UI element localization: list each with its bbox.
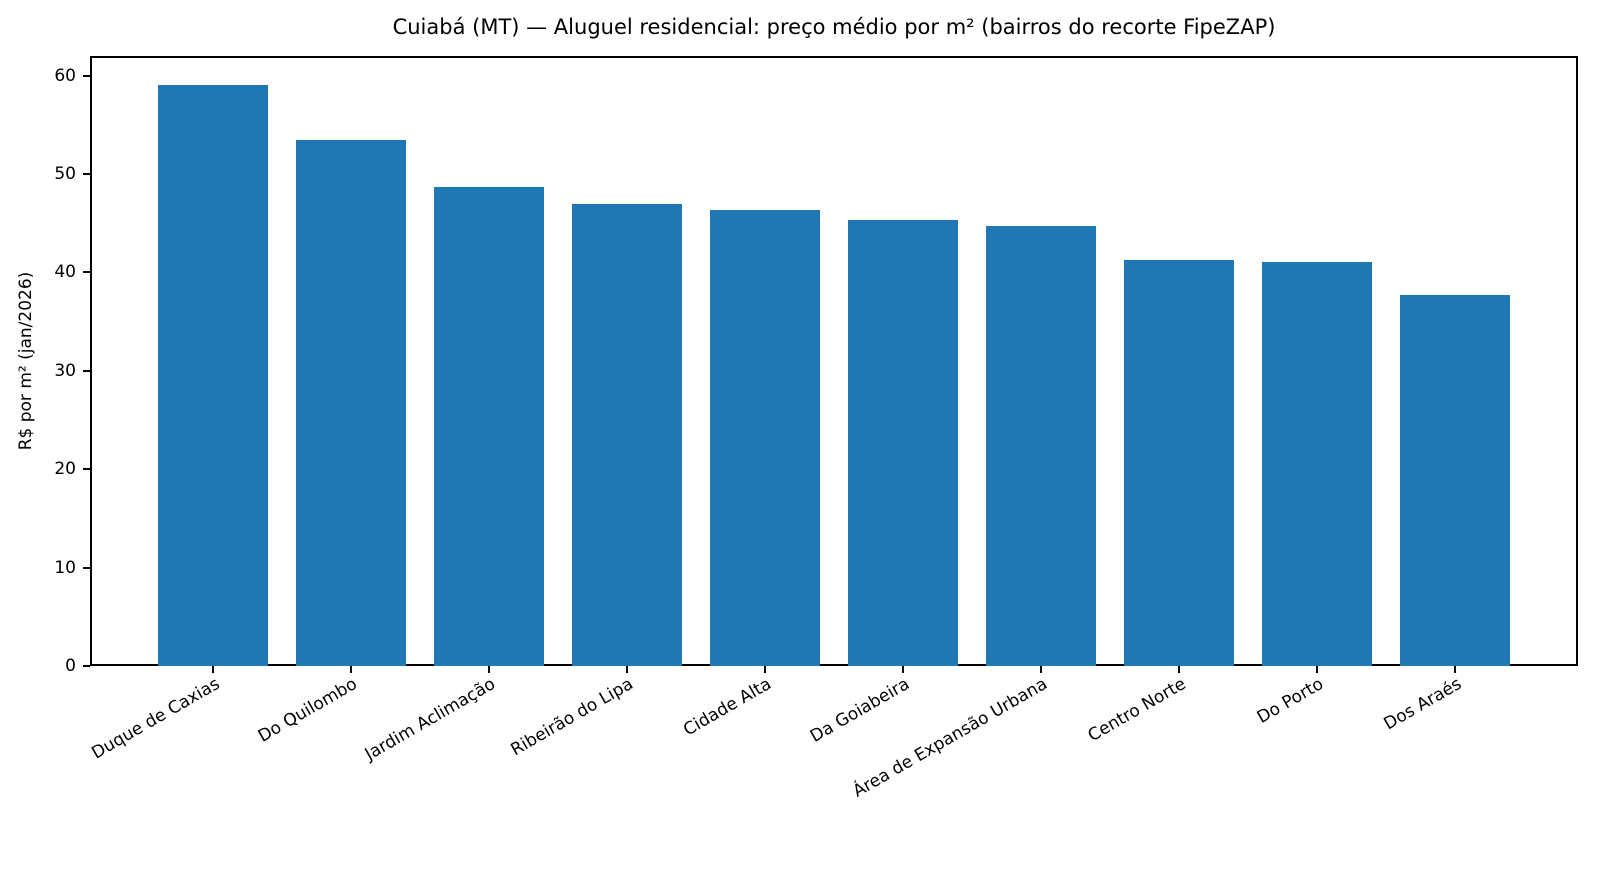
y-tick-label: 30 xyxy=(54,360,76,381)
y-tick-mark xyxy=(83,74,90,77)
bar xyxy=(1123,259,1235,666)
bar xyxy=(985,226,1097,666)
y-tick-mark xyxy=(83,566,90,569)
x-tick-mark xyxy=(625,666,628,673)
y-tick-mark xyxy=(83,665,90,667)
x-tick-label: Da Goiabeira xyxy=(806,674,914,747)
x-tick-label: Jardim Aclimação xyxy=(361,674,499,765)
bar xyxy=(1261,261,1373,666)
x-tick-mark xyxy=(349,666,352,673)
bar xyxy=(433,186,545,666)
x-tick-mark xyxy=(1454,666,1457,673)
bar xyxy=(709,210,821,666)
y-tick-label: 50 xyxy=(54,164,76,185)
chart-title: Cuiabá (MT) — Aluguel residencial: preço… xyxy=(392,15,1276,39)
x-tick-mark xyxy=(1040,666,1043,673)
x-tick-label: Dos Araés xyxy=(1380,674,1466,735)
x-tick-mark xyxy=(902,666,905,673)
y-tick-mark xyxy=(83,271,90,274)
bar xyxy=(847,220,959,666)
y-tick-mark xyxy=(83,369,90,372)
x-tick-mark xyxy=(487,666,490,673)
x-tick-label: Cidade Alta xyxy=(680,674,775,741)
x-tick-mark xyxy=(1178,666,1181,673)
x-tick-mark xyxy=(763,666,766,673)
x-tick-mark xyxy=(1316,666,1319,673)
bar xyxy=(571,203,683,666)
x-tick-label: Do Quilombo xyxy=(255,674,361,747)
y-tick-mark xyxy=(83,468,90,471)
y-tick-label: 20 xyxy=(54,459,76,480)
y-tick-label: 60 xyxy=(54,65,76,86)
bar xyxy=(295,139,407,666)
y-tick-label: 40 xyxy=(54,262,76,283)
y-tick-label: 10 xyxy=(54,557,76,578)
y-tick-mark xyxy=(83,173,90,176)
bar xyxy=(1399,295,1511,666)
x-tick-mark xyxy=(211,666,214,673)
x-tick-label: Do Porto xyxy=(1253,674,1328,728)
x-tick-label: Ribeirão do Lipa xyxy=(507,674,637,761)
bar xyxy=(157,84,269,666)
x-tick-label: Duque de Caxias xyxy=(87,674,223,764)
y-tick-label: 0 xyxy=(65,656,76,676)
x-tick-label: Centro Norte xyxy=(1084,674,1190,747)
